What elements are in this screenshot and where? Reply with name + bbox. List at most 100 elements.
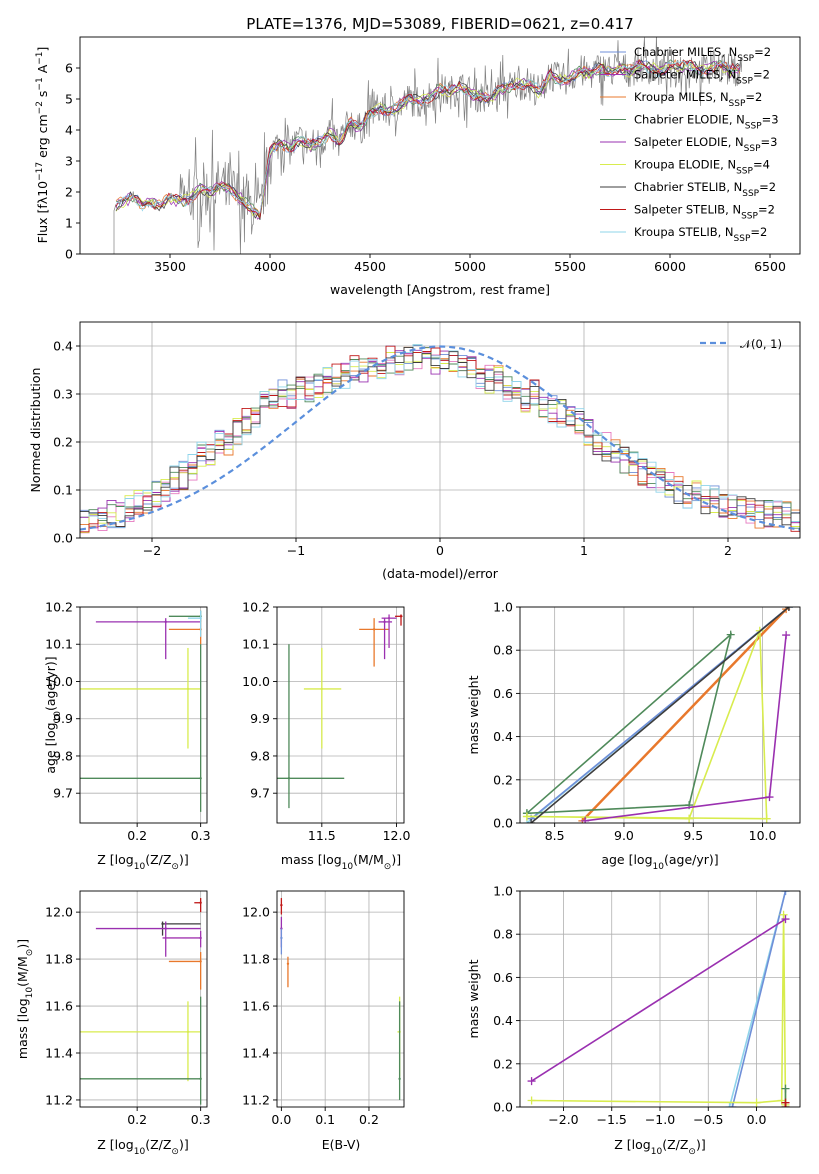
label-part: )]: [696, 1137, 706, 1152]
y-tick-label: 0.4: [493, 729, 513, 744]
y-tick-label: 9.8: [250, 748, 270, 763]
y-tick-label: 0.0: [53, 531, 73, 546]
label-part: =3: [762, 113, 779, 127]
histogram-salpeter_elodie: [80, 349, 800, 529]
label-part: 10: [653, 862, 665, 872]
label-part: −17: [35, 162, 45, 181]
y-tick-label: 3: [65, 154, 73, 169]
axes-frame: [79, 890, 208, 1108]
x-axis-label: (data-model)/error: [382, 566, 499, 581]
y-axis-label: age [log10(age/yr)]: [43, 656, 63, 773]
data-point: [161, 922, 164, 926]
weight-marker: [779, 910, 788, 919]
y-tick-label: 11.6: [242, 999, 270, 1014]
label-part: −1: [35, 51, 45, 64]
y-tick-label: 9.9: [250, 711, 270, 726]
label-part: )]: [179, 1137, 189, 1152]
histogram-chabrier_stelib: [80, 346, 800, 528]
y-tick-label: 9.7: [53, 786, 73, 801]
x-tick-label: 11.5: [308, 828, 336, 843]
weight-marker: [522, 812, 531, 821]
legend-entry: Salpeter STELIB, NSSP=2: [634, 203, 775, 222]
y-tick-label: 5: [65, 92, 73, 107]
label-part: SSP: [736, 77, 753, 87]
label-part: Z [log: [614, 1137, 650, 1152]
y-tick-label: 6: [65, 61, 73, 76]
y-tick-label: 0.4: [53, 339, 73, 354]
label-part: Salpeter MILES, N: [634, 68, 736, 82]
x-tick-label: −0.5: [693, 1112, 723, 1127]
label-part: =2: [750, 225, 767, 239]
label-part: )]: [15, 939, 30, 949]
label-part: A: [35, 64, 50, 77]
y-tick-label: 1: [65, 216, 73, 231]
weight-marker: [781, 1084, 790, 1093]
label-part: s: [35, 91, 50, 102]
x-tick-label: 5000: [454, 259, 486, 274]
weight-marker: [527, 1077, 536, 1086]
data-point: [398, 1077, 401, 1081]
weight-marker: [725, 1103, 734, 1107]
weight-marker: [726, 630, 735, 639]
x-tick-label: 0.0: [271, 1112, 291, 1127]
model-line-salpeter_stelib: [115, 59, 741, 219]
plot-area: [280, 898, 401, 1100]
label-part: SSP: [729, 99, 746, 109]
label-part: age [log: [601, 852, 652, 867]
label-part: SSP: [734, 234, 751, 244]
y-tick-label: 1.0: [493, 884, 513, 899]
x-tick-label: 5500: [554, 259, 586, 274]
weight-marker: [781, 1098, 790, 1107]
data-point: [280, 903, 283, 907]
y-tick-label: 0.0: [493, 1100, 513, 1115]
legend-entry: Chabrier MILES, NSSP=2: [634, 45, 771, 64]
weight-marker: [781, 915, 790, 924]
label-part: mass [log: [281, 852, 342, 867]
x-tick-label: 0.0: [747, 1112, 767, 1127]
x-axis-label: Z [log10(Z/Z⊙)]: [97, 1137, 188, 1157]
label-part: =2: [759, 180, 776, 194]
label-part: =2: [758, 203, 775, 217]
label-part: (Z/Z: [145, 1137, 171, 1152]
legend-entry: Kroupa STELIB, NSSP=2: [634, 225, 767, 244]
y-tick-label: 11.2: [45, 1092, 73, 1107]
label-part: SSP: [737, 54, 754, 64]
label-part: SSP: [736, 167, 753, 177]
label-part: 10: [25, 987, 35, 999]
x-tick-label: −1: [287, 543, 305, 558]
y-tick-label: 10.0: [45, 674, 73, 689]
axes-mass_weight_vs_age: 8.5 9.0 9.5 10.0 0.0 0.2 0.4 0.6 0.8 1.0 mass weig…: [466, 600, 801, 872]
label-part: 10: [342, 862, 354, 872]
data-point: [199, 901, 202, 904]
y-tick-label: 0.1: [53, 483, 73, 498]
x-axis-label: Z [log10(Z/Z⊙)]: [614, 1137, 705, 1157]
label-part: SSP: [744, 144, 761, 154]
plot-area: [80, 344, 800, 534]
y-tick-label: 9.9: [53, 711, 73, 726]
histogram-salpeter_stelib: [80, 345, 800, 533]
x-tick-label: 12.0: [383, 828, 411, 843]
label-part: (age/yr)]: [43, 656, 58, 711]
x-tick-label: 6000: [654, 259, 686, 274]
axes-frame: [276, 606, 405, 824]
y-tick-label: 9.7: [250, 786, 270, 801]
label-part: (Z/Z: [145, 852, 171, 867]
label-part: Kroupa STELIB, N: [634, 225, 734, 239]
weight-marker: [752, 1098, 761, 1107]
y-tick-label: 0.6: [493, 686, 513, 701]
axes-frame: [519, 606, 801, 824]
x-tick-label: 9.5: [683, 828, 703, 843]
legend-entry: Chabrier STELIB, NSSP=2: [634, 180, 776, 199]
weight-marker: [782, 631, 791, 640]
label-part: 10: [134, 862, 146, 872]
legend-entry: Salpeter ELODIE, NSSP=3: [634, 135, 777, 154]
plot-area: [113, 37, 743, 254]
label-part: erg cm: [35, 114, 50, 162]
y-tick-label: 0.0: [493, 816, 513, 831]
plot-area: [80, 898, 202, 1105]
label-part: =2: [753, 68, 770, 82]
y-tick-label: 0.2: [53, 435, 73, 450]
label-part: =2: [754, 45, 771, 59]
weight-line-chabrier_miles: [731, 891, 787, 1107]
